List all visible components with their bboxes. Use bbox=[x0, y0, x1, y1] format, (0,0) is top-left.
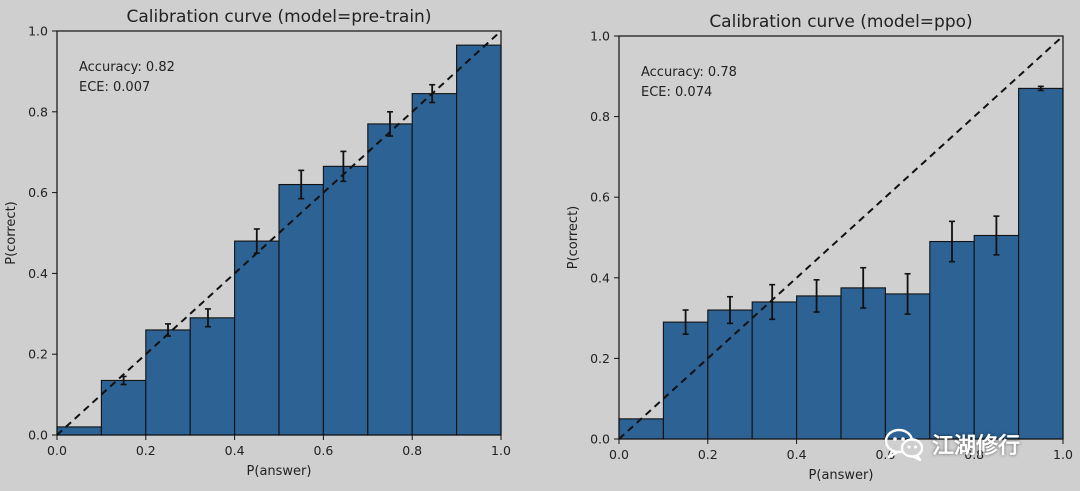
accuracy-annotation: Accuracy: 0.78 bbox=[641, 65, 737, 80]
error-bar bbox=[340, 150, 347, 183]
x-tick-label: 0.0 bbox=[609, 447, 629, 462]
error-bar bbox=[165, 323, 171, 337]
error-bar bbox=[682, 309, 689, 336]
y-tick-label: 1.0 bbox=[28, 24, 48, 39]
error-bar bbox=[204, 308, 211, 328]
x-tick-label: 0.2 bbox=[698, 447, 718, 462]
y-tick-label: 0.2 bbox=[28, 347, 48, 362]
chart-2: 0.0 0.2 0.4 0.6 0.8 1.0 0.0 0.2 0.4 0.6 0.8 1.0 Cali… bbox=[566, 12, 1073, 483]
watermark-text: 江湖修行 bbox=[932, 434, 1021, 459]
y-tick-label: 0.4 bbox=[28, 266, 48, 281]
x-axis-label: P(answer) bbox=[247, 464, 312, 479]
error-bar bbox=[1037, 85, 1044, 92]
watermark: 江湖修行 bbox=[884, 424, 1020, 464]
bar bbox=[100, 379, 147, 436]
bar bbox=[456, 44, 502, 436]
y-tick-label: 0.6 bbox=[28, 185, 48, 200]
y-tick-label: 0.0 bbox=[28, 428, 48, 443]
y-tick-label: 0.8 bbox=[28, 104, 48, 119]
bar bbox=[322, 165, 369, 436]
x-tick-label: 0.8 bbox=[402, 443, 422, 458]
chart-title: Calibration curve (model=ppo) bbox=[709, 12, 972, 32]
error-bar bbox=[387, 111, 393, 137]
x-axis-label: P(answer) bbox=[809, 468, 874, 483]
bar bbox=[751, 301, 798, 440]
error-bar bbox=[429, 83, 436, 104]
x-tick-label: 0.4 bbox=[225, 443, 245, 458]
y-tick-label: 0.4 bbox=[590, 270, 610, 285]
bar bbox=[145, 329, 191, 436]
error-bar bbox=[860, 266, 867, 309]
error-bar bbox=[769, 283, 776, 321]
bar bbox=[189, 317, 236, 436]
error-bar bbox=[904, 272, 911, 315]
ece-annotation: ECE: 0.007 bbox=[79, 80, 150, 95]
bar bbox=[884, 293, 931, 440]
bar bbox=[796, 295, 842, 440]
accuracy-annotation: Accuracy: 0.82 bbox=[79, 60, 175, 75]
x-tick-label: 1.0 bbox=[1053, 447, 1073, 462]
error-bar bbox=[727, 295, 733, 325]
bar bbox=[929, 240, 975, 440]
x-tick-label: 0.4 bbox=[787, 447, 807, 462]
y-tick-label: 0.2 bbox=[590, 351, 610, 366]
bar bbox=[707, 309, 753, 440]
error-bar bbox=[253, 228, 260, 254]
y-axis-label: P(correct) bbox=[566, 206, 581, 270]
bar bbox=[56, 426, 102, 436]
bar bbox=[840, 287, 886, 440]
bar bbox=[234, 240, 280, 436]
bar bbox=[1018, 87, 1064, 440]
axes-frame bbox=[618, 35, 1064, 440]
bar bbox=[973, 234, 1020, 440]
bar bbox=[618, 418, 664, 440]
x-tick-label: 0.8 bbox=[964, 447, 984, 462]
x-tick-label: 1.0 bbox=[491, 443, 511, 458]
error-bar bbox=[298, 169, 305, 200]
chart-1: 0.0 0.2 0.4 0.6 0.8 1.0 0.0 0.2 0.4 0.6 0.8 1.0 Cali… bbox=[4, 7, 511, 479]
y-tick-label: 0.0 bbox=[590, 432, 610, 447]
bar bbox=[662, 321, 709, 440]
error-bar bbox=[120, 375, 127, 386]
x-tick-label: 0.6 bbox=[875, 447, 895, 462]
wechat-icon bbox=[884, 428, 924, 461]
chart-title: Calibration curve (model=pre-train) bbox=[127, 7, 432, 27]
bar bbox=[367, 123, 413, 436]
error-bar bbox=[813, 279, 820, 313]
x-tick-label: 0.6 bbox=[313, 443, 333, 458]
bar bbox=[411, 93, 458, 436]
error-bar bbox=[993, 215, 1000, 256]
y-axis-label: P(correct) bbox=[4, 201, 19, 265]
axes-frame bbox=[56, 30, 502, 436]
x-tick-label: 0.2 bbox=[136, 443, 156, 458]
bar bbox=[278, 183, 324, 436]
y-tick-label: 0.6 bbox=[590, 190, 610, 205]
x-tick-label: 0.0 bbox=[47, 443, 67, 458]
diagonal-line bbox=[618, 35, 1064, 440]
y-tick-label: 0.8 bbox=[590, 109, 610, 124]
ece-annotation: ECE: 0.074 bbox=[641, 85, 712, 100]
diagonal-line bbox=[56, 30, 502, 436]
y-tick-label: 1.0 bbox=[590, 29, 610, 44]
error-bar bbox=[949, 220, 955, 263]
